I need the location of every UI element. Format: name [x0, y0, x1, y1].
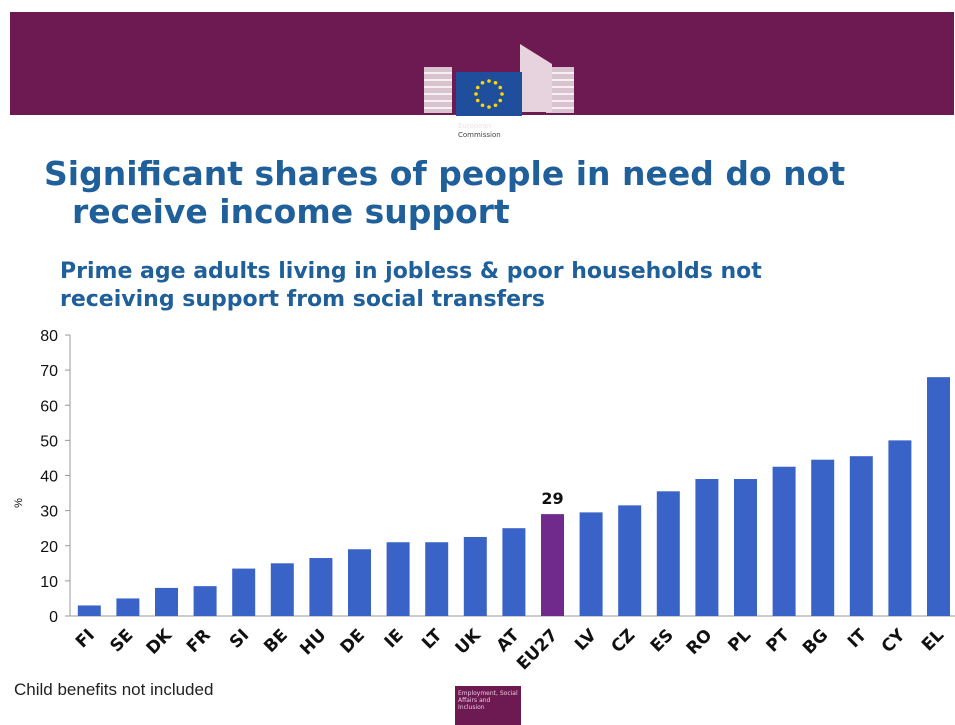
x-tick-label: SE	[106, 625, 137, 656]
x-tick-label: IT	[844, 625, 871, 652]
footnote: Child benefits not included	[14, 680, 214, 699]
x-tick-label: ES	[647, 625, 678, 656]
bar-lv	[579, 512, 603, 616]
x-tick-label: FR	[183, 625, 215, 657]
y-tick-label: 30	[40, 504, 58, 521]
bar-uk	[463, 536, 487, 616]
x-tick-label: DE	[337, 625, 369, 657]
subtitle-line-1: Prime age adults living in jobless & poo…	[60, 259, 762, 284]
bar-chart: 0 10 20 30 40 50 60 70 80% FI SE DK FR SI BE HU DE IE LT UK…	[13, 328, 955, 674]
y-tick-label: 80	[40, 328, 58, 345]
flag-star	[487, 105, 491, 109]
eu-stars-icon	[474, 79, 504, 109]
bar-si	[232, 568, 256, 616]
flag-star	[493, 103, 498, 108]
x-tick-label: CZ	[608, 625, 640, 657]
logo-text-european: European	[458, 122, 491, 130]
bar-cz	[618, 505, 642, 616]
chart-subtitle: Prime age adults living in jobless & poo…	[60, 258, 920, 314]
bar-at	[502, 528, 526, 616]
bar-eu27	[541, 514, 564, 616]
bar-se	[116, 598, 140, 616]
bar-be	[270, 563, 294, 616]
x-tick-label: DK	[143, 625, 177, 659]
bar-it	[849, 456, 873, 616]
logo-text-commission: Commission	[458, 131, 501, 139]
y-tick-label: 0	[49, 609, 58, 626]
bar-de	[348, 549, 371, 616]
bar-ie	[386, 542, 410, 616]
bar-lt	[425, 542, 449, 616]
flag-star	[498, 98, 503, 103]
bar-es	[656, 491, 680, 616]
bar-el	[927, 377, 950, 616]
bar-bg	[811, 459, 835, 616]
y-tick-label: 50	[40, 433, 58, 450]
bar-fi	[77, 605, 101, 616]
bar-dk	[155, 587, 178, 616]
x-tick-label: UK	[452, 625, 486, 659]
x-tick-label: BG	[799, 625, 832, 658]
title-line-1: Significant shares of people in need do …	[44, 154, 846, 193]
x-tick-label: LV	[571, 625, 601, 655]
flag-star	[474, 92, 478, 96]
x-tick-label: RO	[683, 625, 717, 659]
berlaymont-building-icon	[424, 44, 574, 113]
bar-cy	[888, 440, 912, 616]
y-axis-label: %	[13, 498, 25, 508]
bar-pl	[734, 479, 757, 616]
flag-star	[480, 103, 485, 108]
x-tick-label: PT	[762, 625, 793, 656]
bar-fr	[193, 586, 217, 616]
eu-flag-icon	[456, 72, 522, 116]
y-tick-label: 60	[40, 398, 58, 415]
title-line-2: receive income support	[72, 192, 510, 231]
y-tick-label: 70	[40, 363, 58, 380]
flag-star	[487, 79, 491, 83]
subtitle-line-2: receiving support from social transfers	[60, 287, 545, 312]
bar-ro	[695, 479, 719, 616]
x-tick-label: BE	[260, 625, 292, 657]
x-tick-label: AT	[493, 625, 524, 656]
bar-hu	[309, 558, 333, 616]
european-commission-logo: European Commission	[424, 44, 574, 139]
x-tick-label: SI	[226, 625, 253, 652]
data-label: 29	[541, 489, 563, 508]
flag-star	[475, 85, 480, 90]
flag-star	[500, 92, 504, 96]
x-tick-label: HU	[296, 625, 330, 659]
flag-star	[475, 98, 480, 103]
x-tick-label: IE	[381, 625, 408, 652]
y-tick-label: 40	[40, 469, 58, 486]
y-tick-label: 10	[40, 574, 58, 591]
x-tick-label: CY	[878, 625, 910, 657]
x-tick-label: FI	[72, 625, 99, 652]
x-tick-label: EU27	[513, 625, 562, 674]
x-tick-label: LT	[418, 625, 446, 653]
bar-pt	[772, 466, 796, 616]
flag-star	[493, 80, 498, 85]
flag-star	[498, 85, 503, 90]
page-title: Significant shares of people in need do …	[44, 155, 924, 231]
flag-star	[480, 80, 485, 85]
footer-badge: Employment, Social Affairs and Inclusion	[455, 686, 521, 725]
y-tick-label: 20	[40, 539, 58, 556]
x-tick-label: EL	[918, 625, 948, 655]
x-tick-label: PL	[724, 625, 755, 656]
